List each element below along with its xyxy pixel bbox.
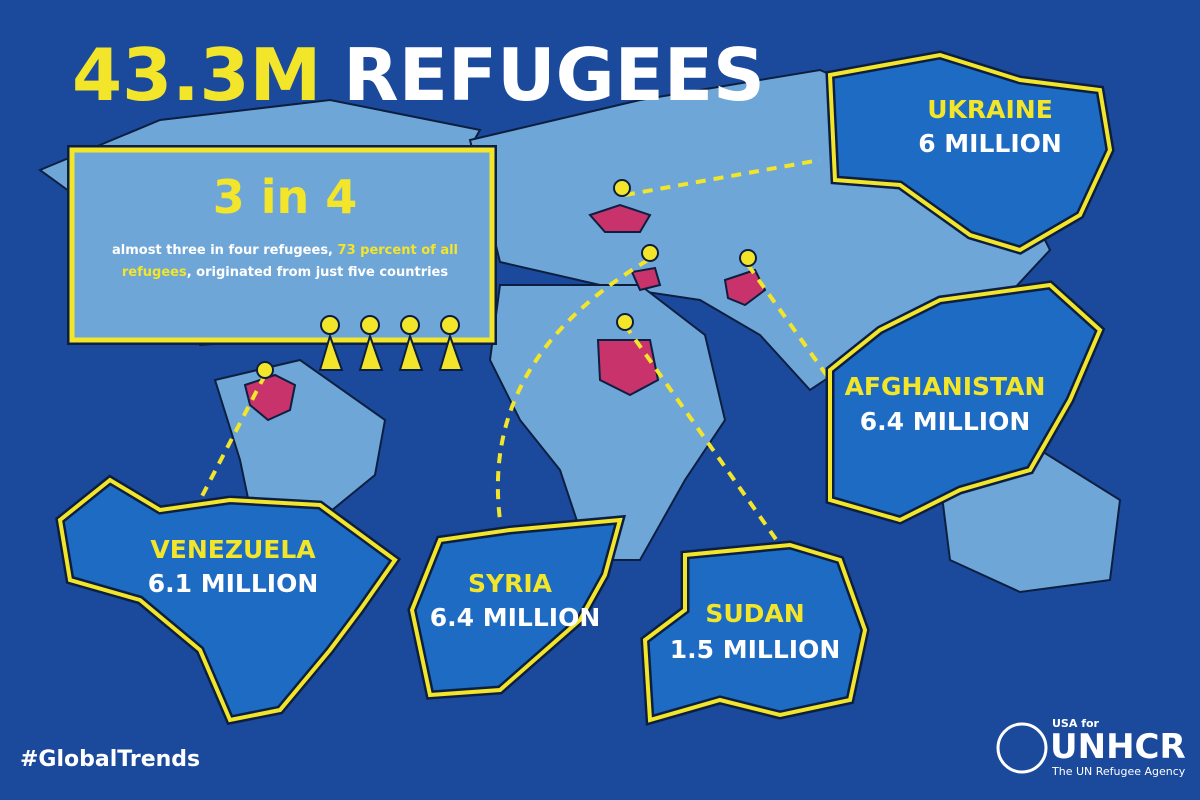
- hashtag: #GlobalTrends: [20, 747, 200, 772]
- connector: [624, 158, 821, 197]
- afghanistan-shape: [825, 280, 1106, 525]
- country-count: 1.5 MILLION: [670, 635, 841, 664]
- pins: [256, 179, 757, 379]
- ukraine-shape: [825, 50, 1115, 255]
- text: , originated from just five countries: [186, 265, 449, 280]
- sudan-shape: [640, 540, 870, 726]
- text: almost three in four refugees,: [112, 243, 333, 258]
- syria-shape: [407, 514, 627, 700]
- afghanistan-small: [723, 268, 767, 307]
- callout-text: almost three in four refugees, 73 percen…: [90, 240, 480, 284]
- connector: [623, 323, 782, 547]
- logo-name: UNHCR: [1050, 727, 1186, 767]
- connector: [198, 374, 267, 501]
- sudan-small: [596, 339, 660, 397]
- highlight: 73 percent of all refugees: [121, 243, 458, 280]
- country-count: 6.4 MILLION: [430, 603, 601, 632]
- ukraine-small: [588, 203, 652, 233]
- syria-small: [630, 266, 662, 292]
- running-figures: [318, 315, 464, 371]
- venezuela-shape: [55, 474, 402, 726]
- title-number: 43.3M: [72, 33, 321, 117]
- logo-tagline: The UN Refugee Agency: [1051, 765, 1186, 778]
- callout-headline: 3 in 4: [213, 170, 358, 224]
- country-count: 6.4 MILLION: [860, 407, 1031, 436]
- callout-box: [69, 147, 495, 343]
- logo: USA for UNHCR The UN Refugee Agency: [996, 717, 1186, 778]
- country-count: 6 MILLION: [918, 129, 1062, 158]
- country-name: UKRAINE: [927, 95, 1053, 124]
- venezuela-small: [243, 373, 297, 422]
- country-name: SUDAN: [705, 599, 804, 628]
- title-word: REFUGEES: [343, 33, 765, 117]
- connector: [746, 263, 832, 382]
- country-name: AFGHANISTAN: [845, 372, 1046, 401]
- africa: [488, 284, 727, 561]
- country-name: VENEZUELA: [150, 535, 316, 564]
- country-count: 6.1 MILLION: [148, 569, 319, 598]
- logo-top: USA for: [1052, 717, 1100, 730]
- connector: [495, 258, 650, 521]
- country-name: SYRIA: [468, 569, 553, 598]
- title: 43.3M REFUGEES: [72, 33, 765, 117]
